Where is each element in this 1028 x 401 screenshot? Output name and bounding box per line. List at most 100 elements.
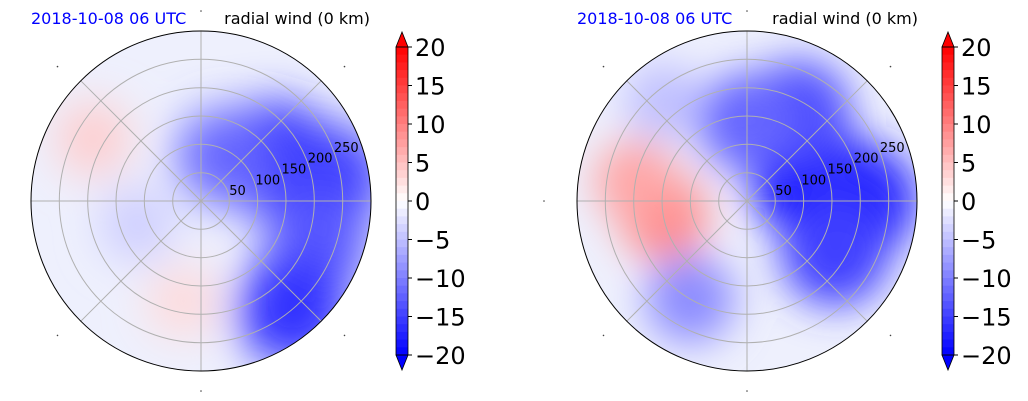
colorbar-segment — [942, 108, 954, 117]
azimuth-tick — [200, 10, 202, 12]
colorbar-segment — [396, 247, 408, 256]
colorbar-extend-max — [941, 30, 955, 48]
colorbar-segment — [396, 347, 408, 356]
range-ring-label: 200 — [308, 152, 333, 167]
colorbar-tick-label: 15 — [415, 73, 446, 101]
colorbar-segment — [942, 201, 954, 210]
colorbar-segment — [396, 70, 408, 79]
colorbar-tick-label: 15 — [961, 73, 992, 101]
colorbar-segment — [396, 293, 408, 302]
colorbar-tick-label: 20 — [961, 34, 992, 62]
range-ring-label: 150 — [282, 163, 307, 178]
colorbar-segment — [396, 339, 408, 348]
range-ring-label: 250 — [880, 141, 905, 156]
colorbar-segment — [396, 54, 408, 63]
colorbar-segment — [942, 270, 954, 279]
azimuth-tick — [343, 334, 346, 337]
azimuth-gridline — [626, 200, 748, 322]
range-ring-label: 200 — [854, 152, 879, 167]
colorbar-segment — [942, 316, 954, 325]
colorbar-segment — [942, 262, 954, 271]
azimuth-tick — [602, 334, 605, 337]
radar-panel-right: 2018-10-08 06 UTC radial wind (0 km) 50 1… — [543, 0, 1028, 401]
colorbar-segment — [396, 116, 408, 125]
colorbar-segment — [942, 224, 954, 233]
azimuth-gridline — [200, 80, 322, 202]
colorbar-segment — [396, 185, 408, 194]
colorbar-segment — [396, 77, 408, 87]
azimuth-tick — [889, 65, 892, 68]
time-label: 2018-10-08 06 UTC — [31, 9, 186, 28]
colorbar-segment — [942, 100, 954, 110]
field-blob — [177, 107, 276, 206]
colorbar-segment — [942, 339, 954, 348]
polar-plot-left: 2018-10-08 06 UTC radial wind (0 km) 501… — [30, 9, 466, 392]
colorbar-segment — [942, 139, 954, 148]
colorbar-segment — [396, 93, 408, 102]
colorbar-segment — [396, 331, 408, 341]
colorbar-segment — [396, 316, 408, 325]
colorbar-segment — [942, 70, 954, 79]
colorbar-segment — [396, 224, 408, 233]
field-blob — [100, 187, 174, 261]
colorbar-segment — [942, 154, 954, 164]
colorbar-segment — [396, 308, 408, 318]
colorbar-segment — [942, 347, 954, 356]
field-blob — [781, 198, 890, 306]
colorbar-segment — [942, 285, 954, 294]
variable-label: radial wind (0 km) — [772, 9, 918, 28]
colorbar-segment — [396, 177, 408, 187]
colorbar-segment — [396, 254, 408, 264]
colorbar-tick-label: −15 — [961, 304, 1012, 332]
colorbar-tick-label: 0 — [961, 188, 976, 216]
colorbar-segment — [396, 108, 408, 117]
time-label: 2018-10-08 06 UTC — [577, 9, 732, 28]
colorbar-segment — [942, 131, 954, 140]
colorbar-segment — [396, 324, 408, 333]
field-blob — [56, 102, 130, 176]
colorbar: 20 15 10 5 0 −5 −10 −15 −20 — [395, 30, 466, 372]
colorbar-segment — [942, 116, 954, 125]
colorbar-segment — [396, 85, 408, 94]
colorbar-tick-label: −5 — [415, 227, 450, 255]
colorbar-tick-label: 20 — [415, 34, 446, 62]
colorbar-segment — [942, 247, 954, 256]
colorbar-segment — [396, 162, 408, 171]
azimuth-tick — [746, 10, 748, 12]
azimuth-gridline — [626, 80, 748, 202]
azimuth-tick — [343, 65, 346, 68]
colorbar-segment — [942, 47, 954, 56]
colorbar-segment — [942, 208, 954, 217]
azimuth-tick — [56, 334, 59, 337]
colorbar-segment — [396, 231, 408, 241]
colorbar-tick-label: −20 — [415, 342, 466, 370]
colorbar-segment — [942, 185, 954, 194]
colorbar-segment — [942, 293, 954, 302]
colorbar-tick-label: 10 — [961, 111, 992, 139]
field-blob — [625, 63, 702, 140]
colorbar-tick-label: −10 — [415, 265, 466, 293]
colorbar-segment — [396, 139, 408, 148]
range-ring-label: 50 — [775, 184, 792, 199]
colorbar-segment — [396, 147, 408, 156]
colorbar-segment — [942, 54, 954, 63]
colorbar-segment — [396, 124, 408, 133]
colorbar-segment — [396, 278, 408, 287]
colorbar: 20 15 10 5 0 −5 −10 −15 −20 — [941, 30, 1012, 372]
azimuth-tick — [200, 390, 202, 392]
colorbar-segment — [942, 170, 954, 179]
colorbar-segment — [396, 170, 408, 179]
colorbar-segment — [942, 77, 954, 87]
colorbar-tick-label: 5 — [415, 150, 430, 178]
colorbar-segment — [942, 324, 954, 333]
colorbar-segment — [942, 254, 954, 264]
colorbar-segment — [396, 239, 408, 248]
colorbar-segment — [396, 193, 408, 202]
range-ring-label: 100 — [255, 173, 280, 188]
colorbar-segment — [942, 231, 954, 241]
colorbar-segment — [942, 301, 954, 310]
colorbar-segment — [396, 208, 408, 217]
colorbar-segment — [942, 278, 954, 287]
azimuth-tick — [543, 200, 545, 202]
